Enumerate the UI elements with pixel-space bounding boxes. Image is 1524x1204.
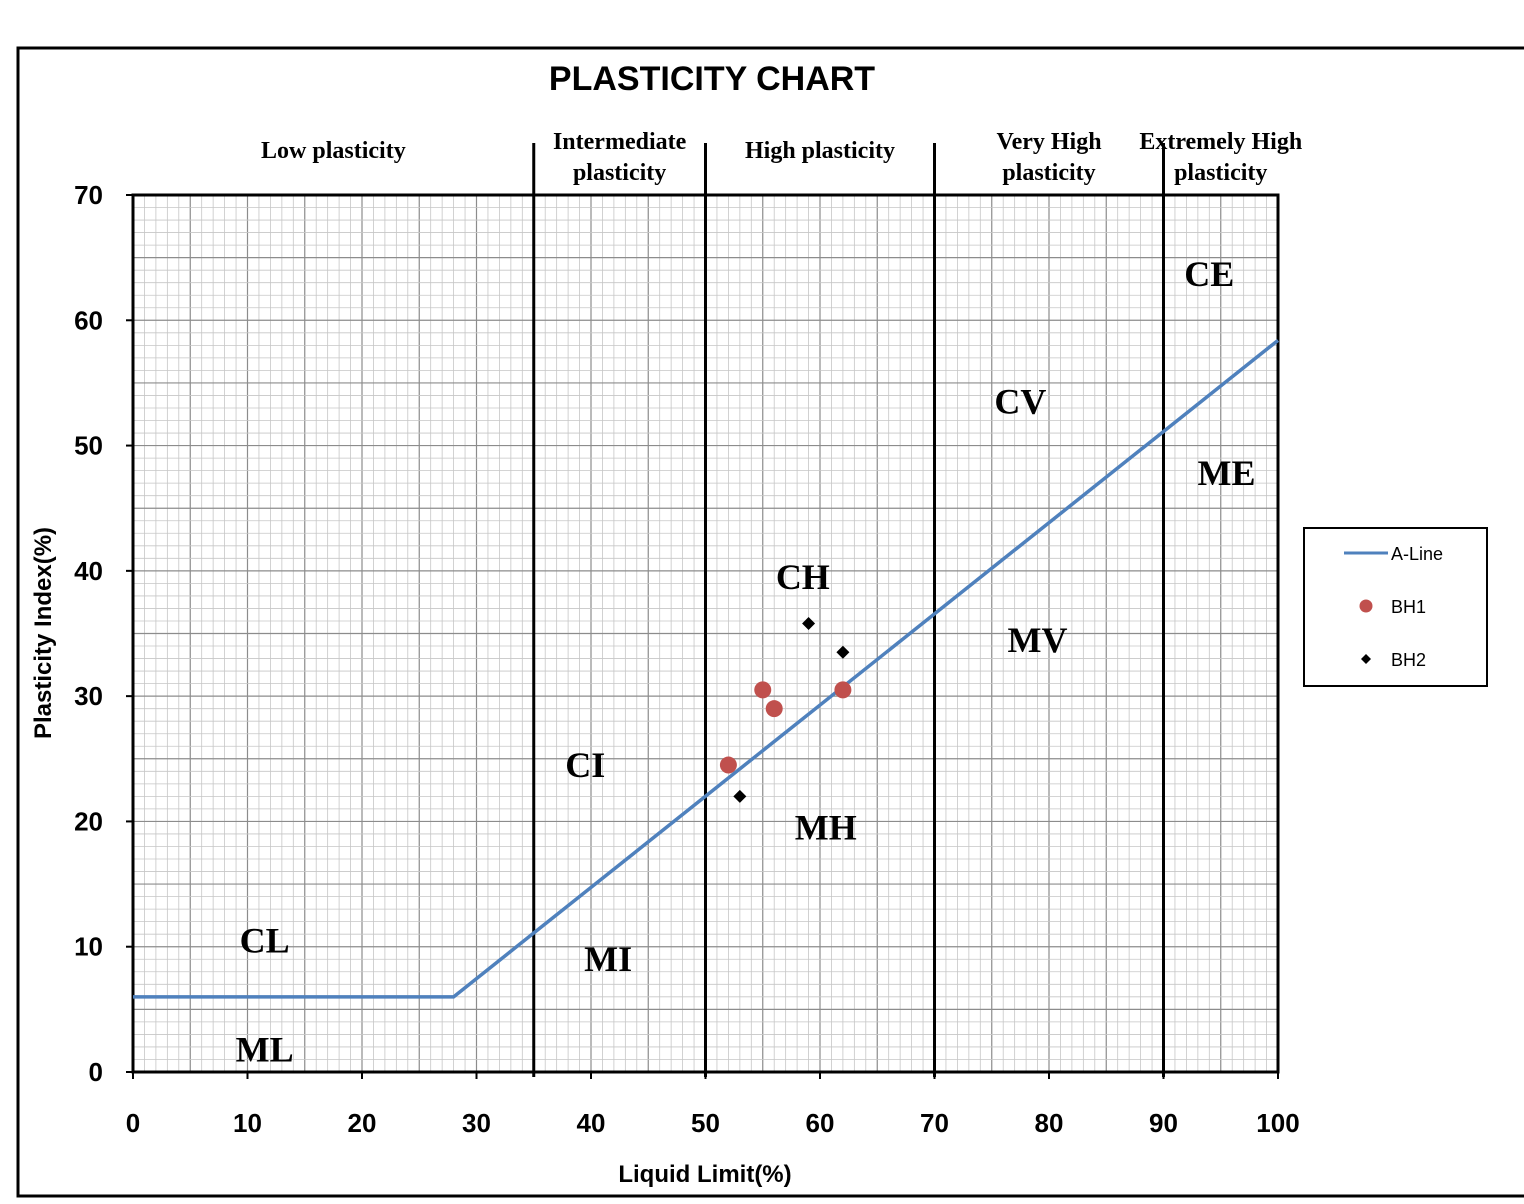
data-series — [133, 338, 1280, 999]
y-tick-label: 50 — [74, 431, 103, 461]
zone-label-mv: MV — [1008, 620, 1068, 660]
y-tick-label: 40 — [74, 556, 103, 586]
zone-labels: CL ML CI MI CH MH CV MV CE ME — [236, 254, 1256, 1070]
legend-label: BH1 — [1391, 597, 1426, 617]
zone-label-ce: CE — [1184, 254, 1234, 294]
legend-swatch-bh1 — [1359, 599, 1373, 613]
y-tick-label: 0 — [89, 1057, 103, 1087]
zone-label-cv: CV — [994, 382, 1046, 422]
a-line — [133, 338, 1280, 999]
bh2-point — [802, 616, 816, 630]
y-tick-label: 10 — [74, 932, 103, 962]
x-tick-label: 0 — [126, 1108, 140, 1138]
y-tick-label: 60 — [74, 305, 103, 335]
zone-label-cl: CL — [240, 920, 290, 960]
y-tick-label: 20 — [74, 806, 103, 836]
chart-title: PLASTICITY CHART — [549, 60, 875, 98]
x-tick-label: 60 — [806, 1108, 835, 1138]
x-tick-label: 40 — [577, 1108, 606, 1138]
band-label-0: Low plasticity — [261, 138, 406, 164]
bh2-point — [836, 645, 850, 659]
y-tick-label: 30 — [74, 681, 103, 711]
legend-label: BH2 — [1391, 650, 1426, 670]
x-axis-label: Liquid Limit(%) — [618, 1161, 791, 1188]
bh1-point — [765, 700, 783, 718]
zone-label-mi: MI — [584, 939, 632, 979]
x-tick-label: 30 — [462, 1108, 491, 1138]
legend-swatch-bh2 — [1361, 654, 1371, 664]
x-tick-label: 90 — [1149, 1108, 1178, 1138]
legend-box — [1303, 527, 1488, 687]
x-tick-label: 80 — [1035, 1108, 1064, 1138]
x-tick-label: 100 — [1256, 1108, 1299, 1138]
band-label-2: High plasticity — [745, 138, 895, 164]
zone-label-mh: MH — [795, 808, 857, 848]
plasticity-bands: Low plasticity Intermediate plasticity High… — [261, 129, 1302, 1077]
band-label-3: Very High plasticity — [996, 129, 1101, 186]
x-tick-label: 20 — [348, 1108, 377, 1138]
y-tick-label: 70 — [74, 180, 103, 210]
zone-label-me: ME — [1197, 453, 1255, 493]
x-tick-label: 50 — [691, 1108, 720, 1138]
zone-label-ml: ML — [236, 1029, 294, 1069]
axes: 0 10 20 30 40 50 60 70 80 90 100 0 10 20 30 40 50 60 70 — [74, 180, 1300, 1138]
legend-label: A-Line — [1391, 544, 1443, 564]
y-axis-label: Plasticity Index(%) — [30, 527, 57, 739]
x-tick-label: 10 — [233, 1108, 262, 1138]
chart-area-border — [16, 46, 1524, 1198]
x-tick-label: 70 — [920, 1108, 949, 1138]
bh1-point — [719, 756, 737, 774]
band-label-4: Extremely High plasticity — [1139, 129, 1302, 186]
band-label-1: Intermediate plasticity — [553, 129, 687, 186]
zone-label-ci: CI — [565, 745, 605, 785]
bh2-point — [733, 789, 747, 803]
bh1-point — [754, 681, 772, 699]
zone-label-ch: CH — [776, 557, 830, 597]
bh1-point — [834, 681, 852, 699]
legend: A-Line BH1 BH2 — [1303, 527, 1488, 687]
